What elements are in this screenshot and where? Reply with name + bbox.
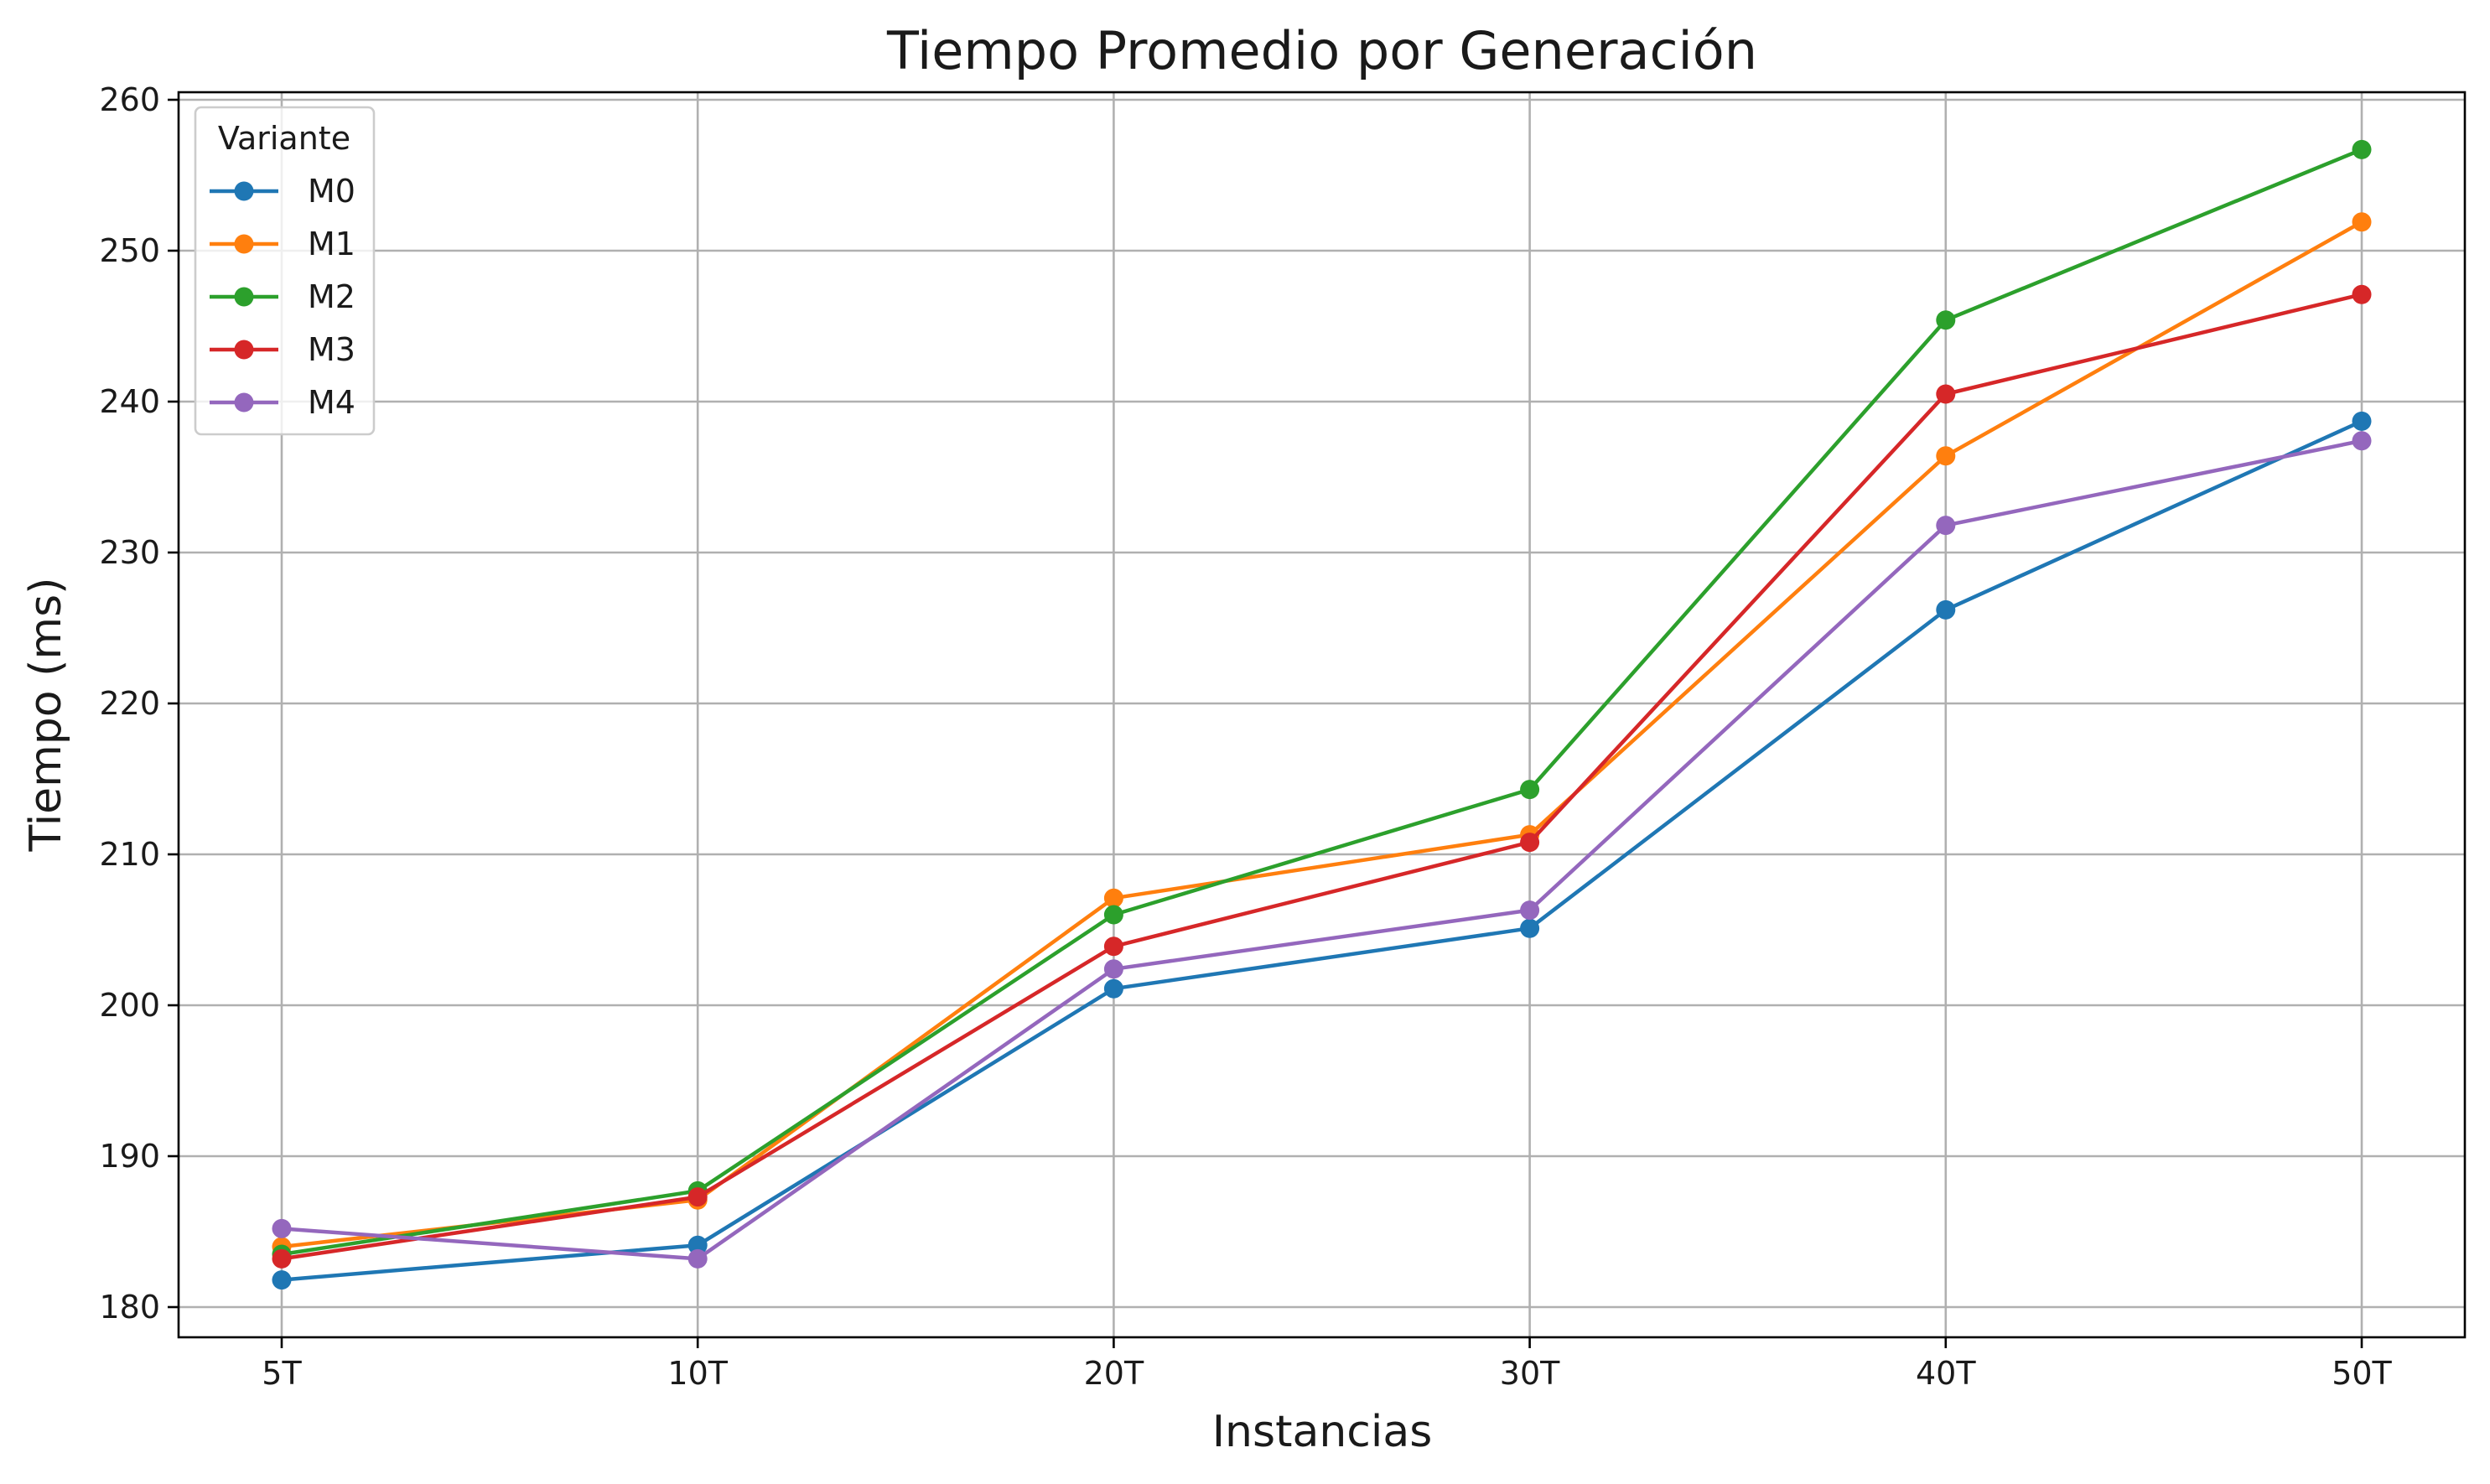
x-tick-label: 5T (262, 1355, 302, 1392)
series-line (281, 220, 2363, 1249)
x-tick-label: 20T (1084, 1355, 1144, 1392)
series-line (281, 293, 2363, 1261)
data-point (2352, 411, 2372, 431)
legend-label: M4 (308, 384, 355, 421)
data-point (1936, 310, 1956, 330)
y-tick-label: 190 (99, 1138, 160, 1175)
y-tick-label: 220 (99, 685, 160, 722)
series-lines (272, 139, 2372, 1290)
legend-item: M1 (210, 226, 355, 262)
data-point (272, 1248, 292, 1269)
data-point (687, 1187, 708, 1207)
series-line (281, 148, 2363, 1257)
legend-marker (234, 340, 254, 360)
legend-title: Variante (218, 120, 350, 157)
data-point (1936, 516, 1956, 536)
plot-area-frame (177, 91, 2467, 1339)
legend-marker (234, 234, 254, 254)
legend-item: M3 (210, 331, 355, 368)
data-point (1103, 959, 1123, 979)
legend-label: M1 (308, 226, 355, 262)
data-point (1103, 888, 1123, 908)
data-point (687, 1248, 708, 1269)
legend-item: M4 (210, 384, 355, 421)
legend-label: M2 (308, 278, 355, 315)
data-point (1103, 978, 1123, 999)
x-axis-label: Instancias (1212, 1407, 1433, 1457)
y-tick-label: 230 (99, 534, 160, 571)
y-tick-label: 250 (99, 232, 160, 269)
y-tick-label: 210 (99, 836, 160, 873)
legend-marker (234, 392, 254, 413)
series-line (281, 438, 2363, 1261)
data-point (1936, 384, 1956, 404)
legend-marker (234, 287, 254, 307)
data-point (1520, 900, 1540, 921)
data-point (2352, 212, 2372, 232)
data-point (272, 1218, 292, 1238)
y-axis-label: Tiempo (ms) (21, 578, 71, 853)
legend: Variante M0 M1 M2 M3 M4 (194, 106, 376, 436)
x-tick-label: 40T (1916, 1355, 1976, 1392)
x-axis-ticks: 5T 10T 20T 30T 40T 50T (262, 1337, 2393, 1392)
data-point (1520, 780, 1540, 800)
series-m2 (272, 139, 2372, 1264)
legend-item: M2 (210, 278, 355, 315)
y-tick-label: 240 (99, 383, 160, 420)
series-m0 (272, 411, 2372, 1290)
y-tick-label: 260 (99, 81, 160, 118)
data-point (1936, 446, 1956, 466)
legend-item: M0 (210, 173, 355, 210)
data-point (2352, 139, 2372, 159)
legend-label: M3 (308, 331, 355, 368)
data-point (1936, 599, 1956, 620)
chart-title: Tiempo Promedio por Generación (886, 20, 1757, 81)
y-tick-label: 180 (99, 1289, 160, 1326)
data-point (2352, 284, 2372, 304)
data-point (272, 1270, 292, 1290)
series-m4 (272, 431, 2372, 1269)
series-m3 (272, 284, 2372, 1269)
grid-lines (179, 92, 2465, 1337)
data-point (1103, 905, 1123, 925)
data-point (1103, 937, 1123, 957)
data-point (2352, 431, 2372, 451)
y-tick-label: 200 (99, 987, 160, 1024)
x-tick-label: 50T (2332, 1355, 2392, 1392)
y-axis-ticks: 180 190 200 210 220 230 240 250 260 (99, 81, 179, 1326)
legend-label: M0 (308, 173, 355, 210)
legend-items: M0 M1 M2 M3 M4 (210, 173, 355, 421)
x-tick-label: 30T (1500, 1355, 1560, 1392)
data-point (1520, 833, 1540, 853)
data-point (1520, 918, 1540, 938)
x-tick-label: 10T (667, 1355, 728, 1392)
data-point (687, 1235, 708, 1255)
series-line (281, 419, 2363, 1282)
legend-marker (234, 181, 254, 201)
